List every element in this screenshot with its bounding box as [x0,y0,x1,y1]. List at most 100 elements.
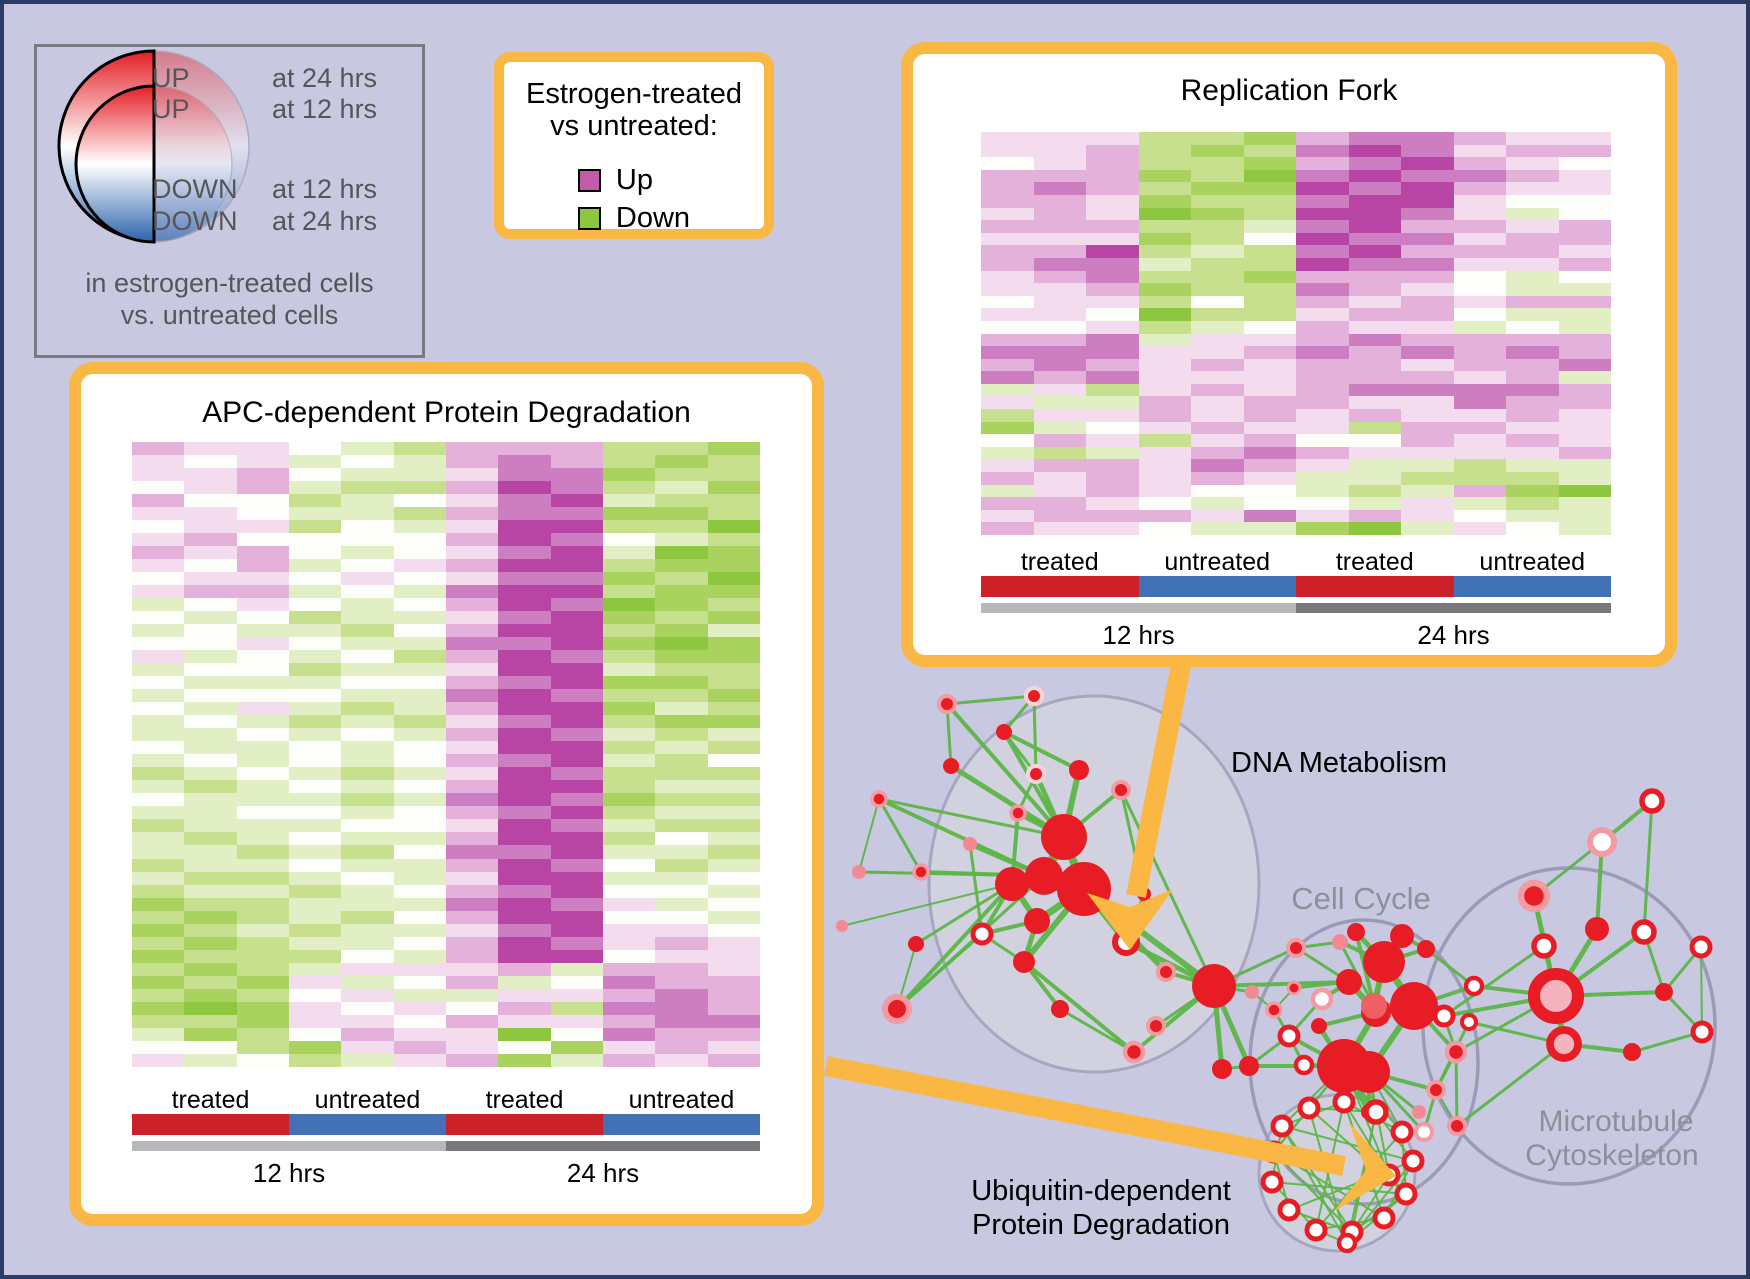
heatmap-cell [236,767,289,781]
heatmap-cell [981,333,1034,347]
heatmap-row [132,793,760,807]
heatmap-cell [1243,257,1296,271]
network-node [1336,969,1362,995]
heatmap-cell [1506,283,1559,296]
network-edge [1081,887,1129,944]
heatmap-cell [1296,446,1349,460]
heatmap-row [132,1014,760,1028]
heatmap-cell [1558,484,1611,498]
heatmap-cell [498,988,551,1002]
heatmap-cell [550,780,603,794]
heatmap-cell [550,793,603,807]
time-label: at 24 hrs [272,206,378,236]
heatmap-cell [445,585,499,599]
heatmap-cell [1243,308,1296,321]
network-edge [1061,769,1082,838]
heatmap-cell [655,468,708,482]
heatmap-cell [288,442,342,456]
heatmap-row [981,220,1611,233]
heatmap-cell [184,1027,237,1041]
heatmap-cell [393,650,446,664]
heatmap-cell [707,689,760,703]
heatmap-cell [445,728,499,742]
heatmap-cell [655,520,708,534]
heatmap-cell [498,923,551,937]
heatmap-row [981,270,1611,284]
heatmap-cell [236,598,289,612]
network-edge [1273,1107,1310,1153]
heatmap-row [132,507,760,521]
heatmap-cell [550,741,603,755]
down-label: Down [615,202,691,234]
network-edge [1308,1107,1348,1244]
heatmap-cell [1138,371,1191,384]
heatmap-cell [602,858,656,872]
heatmap-cell [498,1027,551,1041]
heatmap-row [981,194,1611,208]
heatmap-cell [1453,409,1506,422]
heatmap-row [981,320,1611,334]
heatmap-cell [602,598,656,612]
heatmap-cell [1296,320,1349,334]
network-edge [1388,1174,1407,1195]
heatmap-cell [288,793,342,807]
heatmap-row [132,910,760,924]
heatmap-cell [1453,270,1506,284]
heatmap-cell [1296,169,1349,183]
heatmap-cell [550,520,603,534]
heatmap-cell [1033,446,1086,460]
heatmap-cell [1506,320,1559,334]
network-node [1270,1114,1294,1138]
rf-time-bars [981,603,1611,613]
heatmap-cell [1506,182,1559,195]
network-edge [1375,1002,1415,1016]
heatmap-cell [1296,346,1349,359]
network-edge [1124,893,1146,943]
network-edge [1343,1101,1385,1219]
heatmap-cell [1453,472,1506,485]
heatmap-cell [655,1053,708,1067]
heatmap-row [132,728,760,742]
network-node [1239,1056,1259,1076]
network-edge [1600,799,1654,844]
heatmap-cell [1138,522,1191,535]
heatmap-cell [550,494,603,508]
heatmap-cell [341,715,394,729]
heatmap-row [132,650,760,664]
heatmap-cell [1401,383,1454,397]
heatmap-row [981,396,1611,410]
heatmap-row [132,949,760,963]
heatmap-cell [498,442,551,456]
heatmap-cell [1296,245,1349,258]
network-node [1304,1218,1328,1242]
network-node [1432,1004,1456,1028]
heatmap-cell [602,884,656,898]
heatmap-cell [341,533,394,547]
heatmap-cell [445,845,499,859]
heatmap-cell [1558,396,1611,410]
heatmap-cell [498,728,551,742]
network-edge [1271,1181,1407,1195]
network-node [1361,1104,1377,1120]
heatmap-cell [1138,207,1191,221]
heatmap-row [981,484,1611,498]
heatmap-cell [445,1001,499,1015]
network-edge [1281,1125,1414,1162]
heatmap-cell [550,897,603,911]
network-node [1401,1149,1425,1173]
heatmap-cell [393,819,446,833]
heatmap-cell [550,663,603,677]
network-edge [1473,984,1557,998]
heatmap-cell [1243,194,1296,208]
heatmap-cell [393,676,446,690]
heatmap-row [132,455,760,469]
heatmap-cell [550,832,603,846]
heatmap-cell [393,611,446,625]
heatmap-cell [288,598,342,612]
arrow-apc-to-ubiquitin-shaft [824,1056,1346,1176]
heatmap-cell [1243,383,1296,397]
heatmap-cell [1138,169,1191,183]
heatmap-cell [445,975,499,989]
heatmap-cell [1138,333,1191,347]
heatmap-cell [707,624,760,638]
